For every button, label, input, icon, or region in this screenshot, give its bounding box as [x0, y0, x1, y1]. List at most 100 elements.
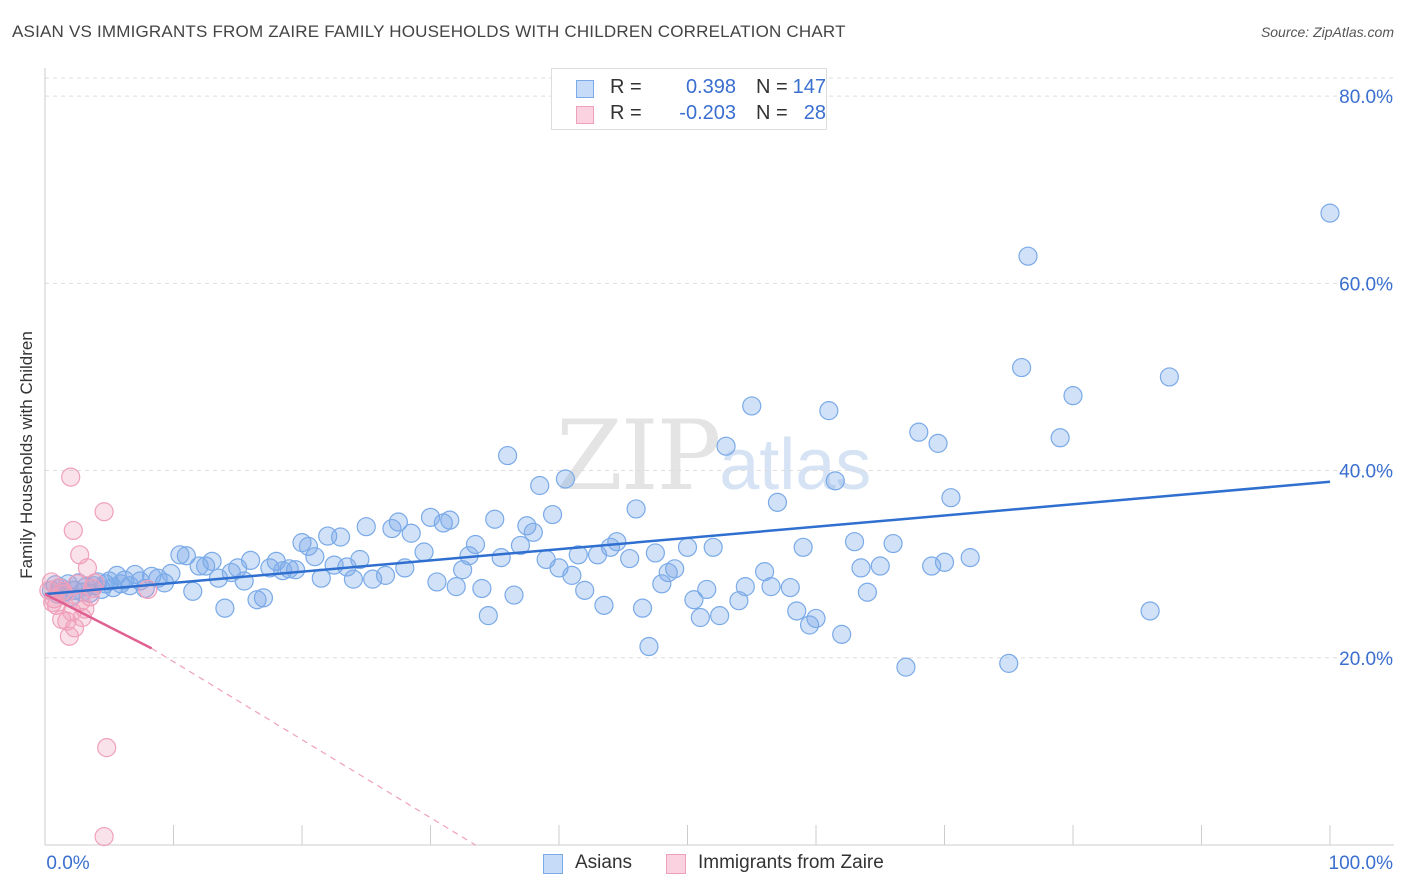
zaire-point: [61, 467, 81, 487]
source-credit: Source: ZipAtlas.com: [1260, 24, 1394, 40]
asians-point: [716, 436, 736, 456]
asians-point: [645, 543, 665, 563]
asians-point: [639, 636, 659, 657]
stats-legend-box: R = 0.398 N = 147 R = -0.203 N = 28: [551, 68, 827, 130]
chart-title: ASIAN VS IMMIGRANTS FROM ZAIRE FAMILY HO…: [12, 22, 846, 41]
y-tick-label: 60.0%: [1339, 274, 1393, 295]
r-value: -0.203: [679, 102, 736, 124]
asians-point: [819, 401, 839, 421]
asians-point: [485, 509, 505, 529]
asians-point: [305, 547, 325, 567]
asians-point: [253, 588, 274, 608]
y-tick-label: 80.0%: [1339, 87, 1393, 108]
asians-point: [857, 582, 878, 602]
zaire-legend-icon: [666, 854, 686, 874]
asians-point: [1011, 357, 1032, 378]
asians-point: [241, 550, 261, 571]
asians-point: [350, 549, 370, 570]
asians-point: [330, 527, 351, 547]
asians-point: [427, 572, 447, 592]
asians-point: [870, 556, 890, 576]
asians-point: [620, 548, 640, 569]
asians-point: [1140, 601, 1160, 621]
asians-point: [125, 564, 145, 585]
zaire-point: [94, 502, 114, 522]
asians-point: [555, 469, 576, 489]
asians-point: [832, 624, 852, 644]
y-axis-label: Family Households with Children: [17, 331, 36, 579]
asians-point: [909, 422, 929, 442]
asians-point: [478, 606, 498, 626]
r-value: 0.398: [685, 76, 736, 98]
asians-point: [491, 548, 511, 568]
zaire-point: [63, 520, 83, 541]
asians-point: [793, 537, 813, 557]
asians-point: [825, 471, 845, 491]
asians-point: [844, 532, 865, 552]
y-tick-label: 20.0%: [1339, 649, 1393, 670]
asians-point: [568, 545, 588, 565]
asians-point: [632, 598, 653, 618]
n-label: N =: [756, 76, 788, 98]
asians-point: [298, 536, 319, 556]
asians-point: [703, 537, 723, 557]
zaire-point: [97, 738, 117, 758]
asians-point: [356, 517, 376, 537]
legend-label: Immigrants from Zaire: [698, 852, 884, 873]
asians-point: [1018, 246, 1038, 266]
asians-point: [498, 445, 518, 466]
asians-point: [883, 533, 903, 554]
asians-point: [542, 504, 563, 525]
asians-point: [523, 522, 543, 542]
zaire-point: [71, 592, 91, 612]
asians-point: [806, 608, 826, 629]
asians-point: [742, 396, 762, 416]
asians-point: [575, 580, 595, 600]
x-tick-label: 0.0%: [46, 853, 89, 874]
asians-point: [510, 535, 531, 556]
asians-point: [960, 548, 980, 568]
asians-point: [215, 598, 235, 618]
asians-point: [665, 559, 685, 579]
watermark-atlas: atlas: [719, 425, 872, 505]
asians-point: [446, 577, 466, 597]
zaire-trendline-extension: [151, 647, 476, 846]
asians-point: [161, 563, 181, 584]
asians-point: [999, 653, 1019, 673]
asians-swatch-icon: [576, 80, 594, 98]
asians-point: [896, 657, 916, 677]
r-label: R =: [610, 102, 642, 124]
asians-point: [176, 546, 196, 566]
zaire-swatch-icon: [576, 106, 594, 124]
asians-point: [465, 534, 486, 555]
asians-point: [562, 565, 582, 585]
asians-point: [710, 606, 730, 626]
asians-point: [1050, 428, 1070, 448]
asians-legend-icon: [543, 854, 563, 874]
asians-point: [767, 492, 788, 512]
chart-legend: Asians Immigrants from Zaire: [0, 852, 1406, 878]
zaire-point: [77, 558, 98, 578]
asians-point: [1320, 203, 1340, 223]
asians-point: [928, 433, 948, 453]
asians-point: [363, 569, 383, 589]
asians-point: [787, 601, 807, 621]
asians-point: [922, 556, 942, 576]
asians-point: [652, 574, 672, 594]
zaire-point: [138, 579, 158, 600]
asians-point: [626, 499, 646, 519]
asians-point: [115, 570, 135, 590]
legend-label: Asians: [575, 852, 633, 873]
asians-point: [453, 560, 473, 580]
asians-point: [189, 556, 209, 576]
asians-point: [414, 542, 434, 562]
asians-point: [941, 488, 961, 508]
asians-point: [607, 532, 627, 552]
asians-point: [1063, 386, 1083, 406]
n-value: 147: [792, 76, 826, 98]
x-tick-label: 100.0%: [1329, 853, 1394, 874]
asians-point: [697, 579, 717, 600]
asians-point: [684, 590, 704, 610]
asians-point: [170, 545, 190, 565]
asians-trendline: [44, 480, 1331, 596]
